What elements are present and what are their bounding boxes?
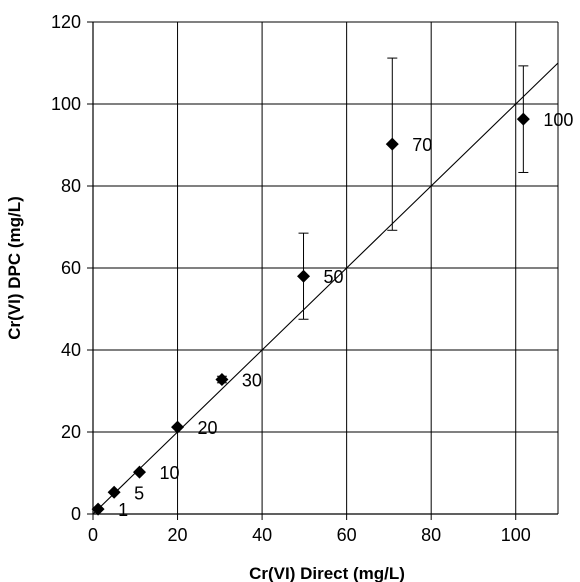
point-labels: 15 10 20 30 50 70 100 — [118, 110, 573, 520]
y-tick-label-40: 40 — [61, 340, 81, 360]
y-tick-label-0: 0 — [71, 504, 81, 524]
point-label-100: 100 — [543, 110, 573, 130]
reference-line — [92, 62, 559, 515]
y-tick-label-120: 120 — [51, 12, 81, 32]
axes — [87, 21, 558, 520]
error-bars — [216, 57, 529, 384]
data-point-70 — [385, 137, 399, 151]
x-tick-label-40: 40 — [252, 525, 272, 545]
data-point-30 — [215, 373, 229, 387]
point-label-30: 30 — [242, 371, 262, 391]
x-tick-label-80: 80 — [421, 525, 441, 545]
y-tick-label-80: 80 — [61, 176, 81, 196]
x-tick-label-100: 100 — [501, 525, 531, 545]
point-label-50: 50 — [324, 267, 344, 287]
data-point-5 — [107, 485, 121, 499]
one-to-one-line — [92, 62, 559, 515]
data-point-20 — [171, 420, 185, 434]
data-points — [91, 112, 530, 516]
x-tick-label-20: 20 — [168, 525, 188, 545]
point-label-20: 20 — [198, 418, 218, 438]
data-point-50 — [297, 269, 311, 283]
data-point-10 — [133, 465, 146, 479]
y-tick-label-100: 100 — [51, 94, 81, 114]
point-label-5: 5 — [134, 483, 144, 503]
data-point-1 — [91, 502, 105, 516]
point-label-70: 70 — [412, 135, 432, 155]
x-axis-title: Cr(VI) Direct (mg/L) — [249, 564, 405, 582]
data-point-100 — [516, 112, 530, 126]
y-tick-label-20: 20 — [61, 422, 81, 442]
point-label-10: 10 — [160, 463, 180, 483]
x-tick-label-60: 60 — [337, 525, 357, 545]
y-axis-title: Cr(VI) DPC (mg/L) — [5, 196, 24, 340]
y-tick-label-60: 60 — [61, 258, 81, 278]
x-tick-label-0: 0 — [88, 525, 98, 545]
point-label-1: 1 — [118, 500, 128, 520]
